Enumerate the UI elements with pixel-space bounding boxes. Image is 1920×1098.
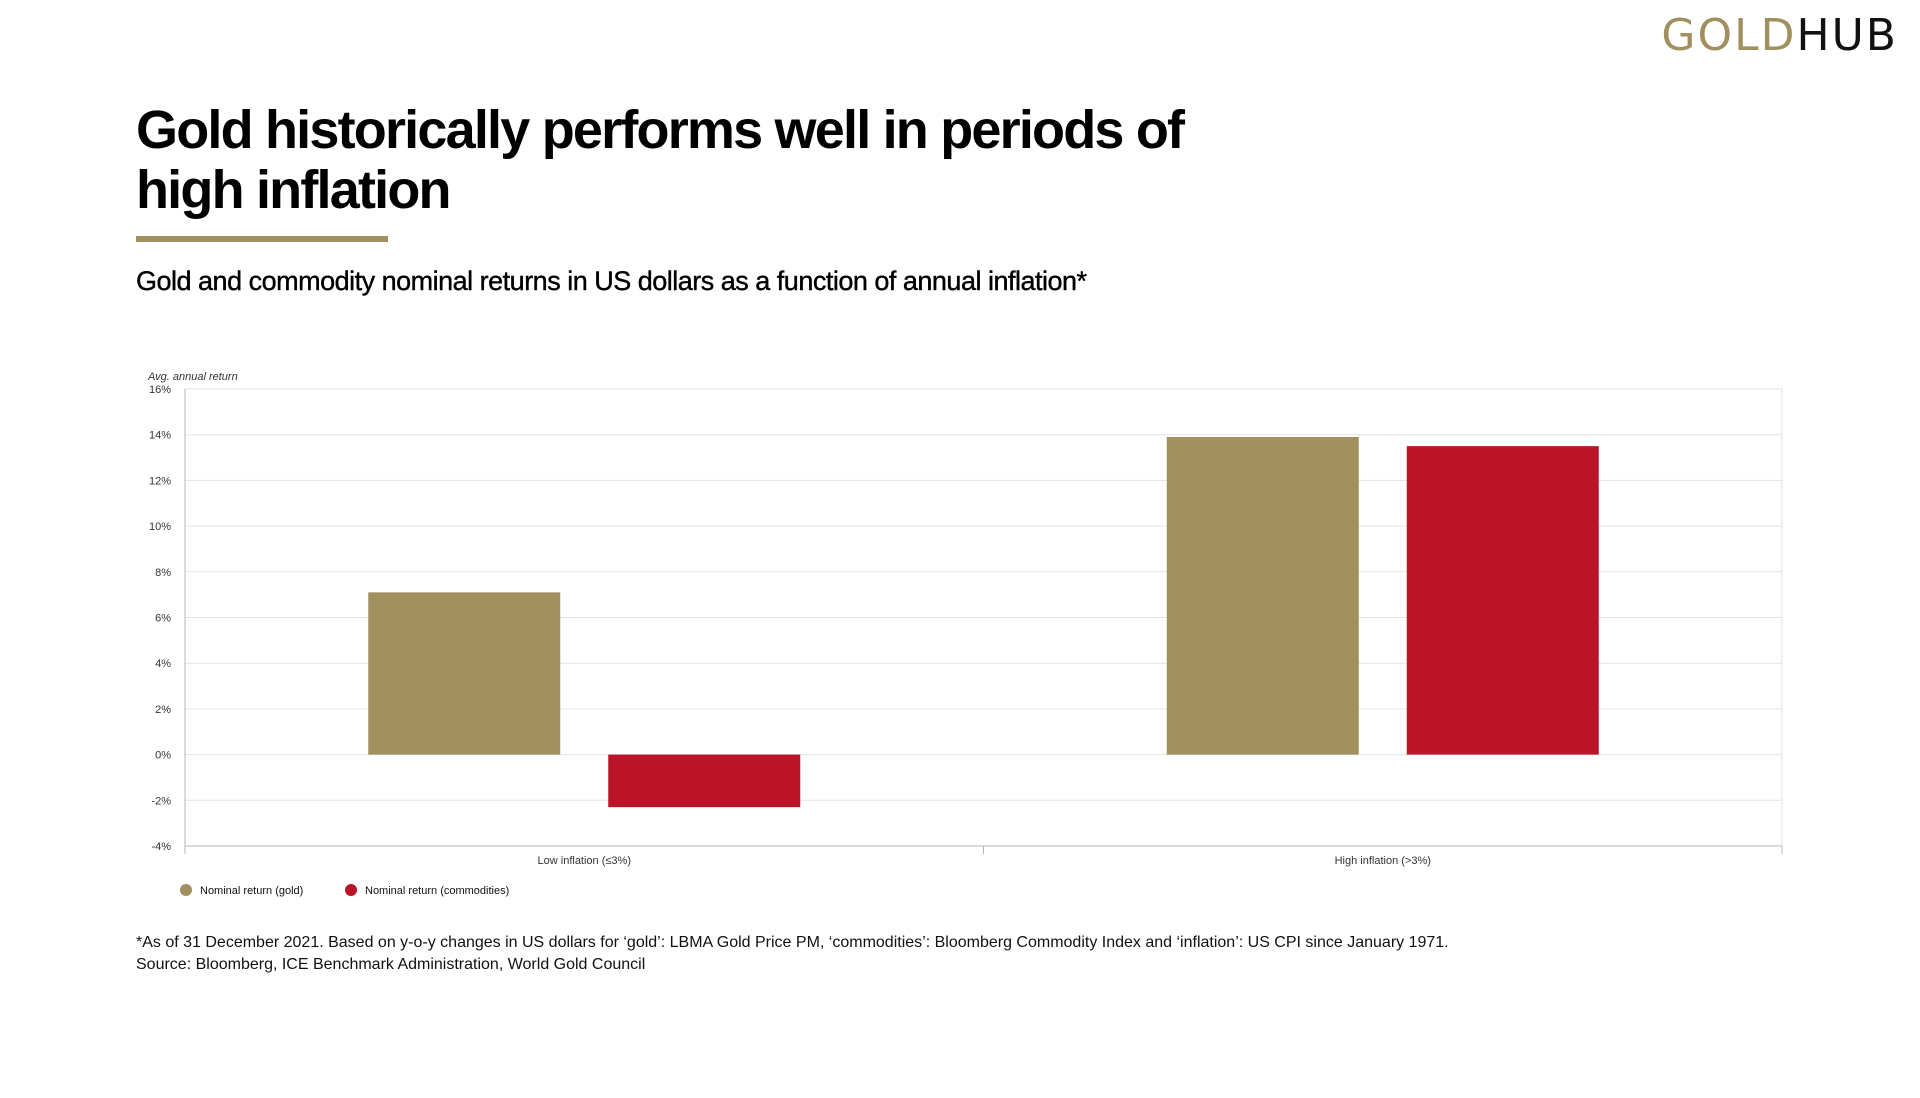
y-tick-label: 6% xyxy=(155,613,171,625)
logo-hub-text: HUB xyxy=(1796,10,1898,61)
axis-layer: -4% -2% 0% 2% 4% 6% 8% 10% 12% 14% 16%Avg. annual … xyxy=(147,371,1783,867)
title-underline xyxy=(136,236,388,242)
logo-gold-text: GOLD xyxy=(1661,10,1797,61)
y-tick-label: -4% xyxy=(151,841,171,853)
y-tick-label: 12% xyxy=(149,475,171,487)
y-tick-label: 16% xyxy=(149,384,171,396)
legend-swatch xyxy=(180,884,192,896)
bar-layer xyxy=(368,436,1599,808)
bar-commodities-high-inflation xyxy=(1406,446,1599,755)
x-tick-label: Low inflation (≤3%) xyxy=(538,855,631,867)
footnote: *As of 31 December 2021. Based on y-o-y … xyxy=(136,932,1736,976)
y-tick-label: 8% xyxy=(155,567,171,579)
chart-subtitle: Gold and commodity nominal returns in US… xyxy=(136,266,1087,296)
y-tick-label: 10% xyxy=(149,521,171,533)
legend-swatch xyxy=(345,884,357,896)
goldhub-logo: GOLDHUB xyxy=(1661,8,1898,64)
bar-gold-low-inflation xyxy=(368,592,561,755)
y-tick-label: 14% xyxy=(149,430,171,442)
legend-label: Nominal return (gold) xyxy=(200,885,303,897)
bar-commodities-low-inflation xyxy=(608,754,801,808)
page-title: Gold historically performs well in perio… xyxy=(136,100,1185,220)
footnote-source: Source: Bloomberg, ICE Benchmark Adminis… xyxy=(136,956,646,973)
y-tick-label: 4% xyxy=(155,658,171,670)
legend-layer: Nominal return (gold) Nominal return (com… xyxy=(180,884,509,897)
bar-gold-high-inflation xyxy=(1166,436,1359,755)
y-tick-label: -2% xyxy=(151,795,171,807)
legend-label: Nominal return (commodities) xyxy=(365,885,509,897)
footnote-note: *As of 31 December 2021. Based on y-o-y … xyxy=(136,934,1449,951)
y-tick-label: 0% xyxy=(155,750,171,762)
y-tick-label: 2% xyxy=(155,704,171,716)
x-tick-label: High inflation (>3%) xyxy=(1335,855,1431,867)
y-axis-title: Avg. annual return xyxy=(147,371,238,383)
